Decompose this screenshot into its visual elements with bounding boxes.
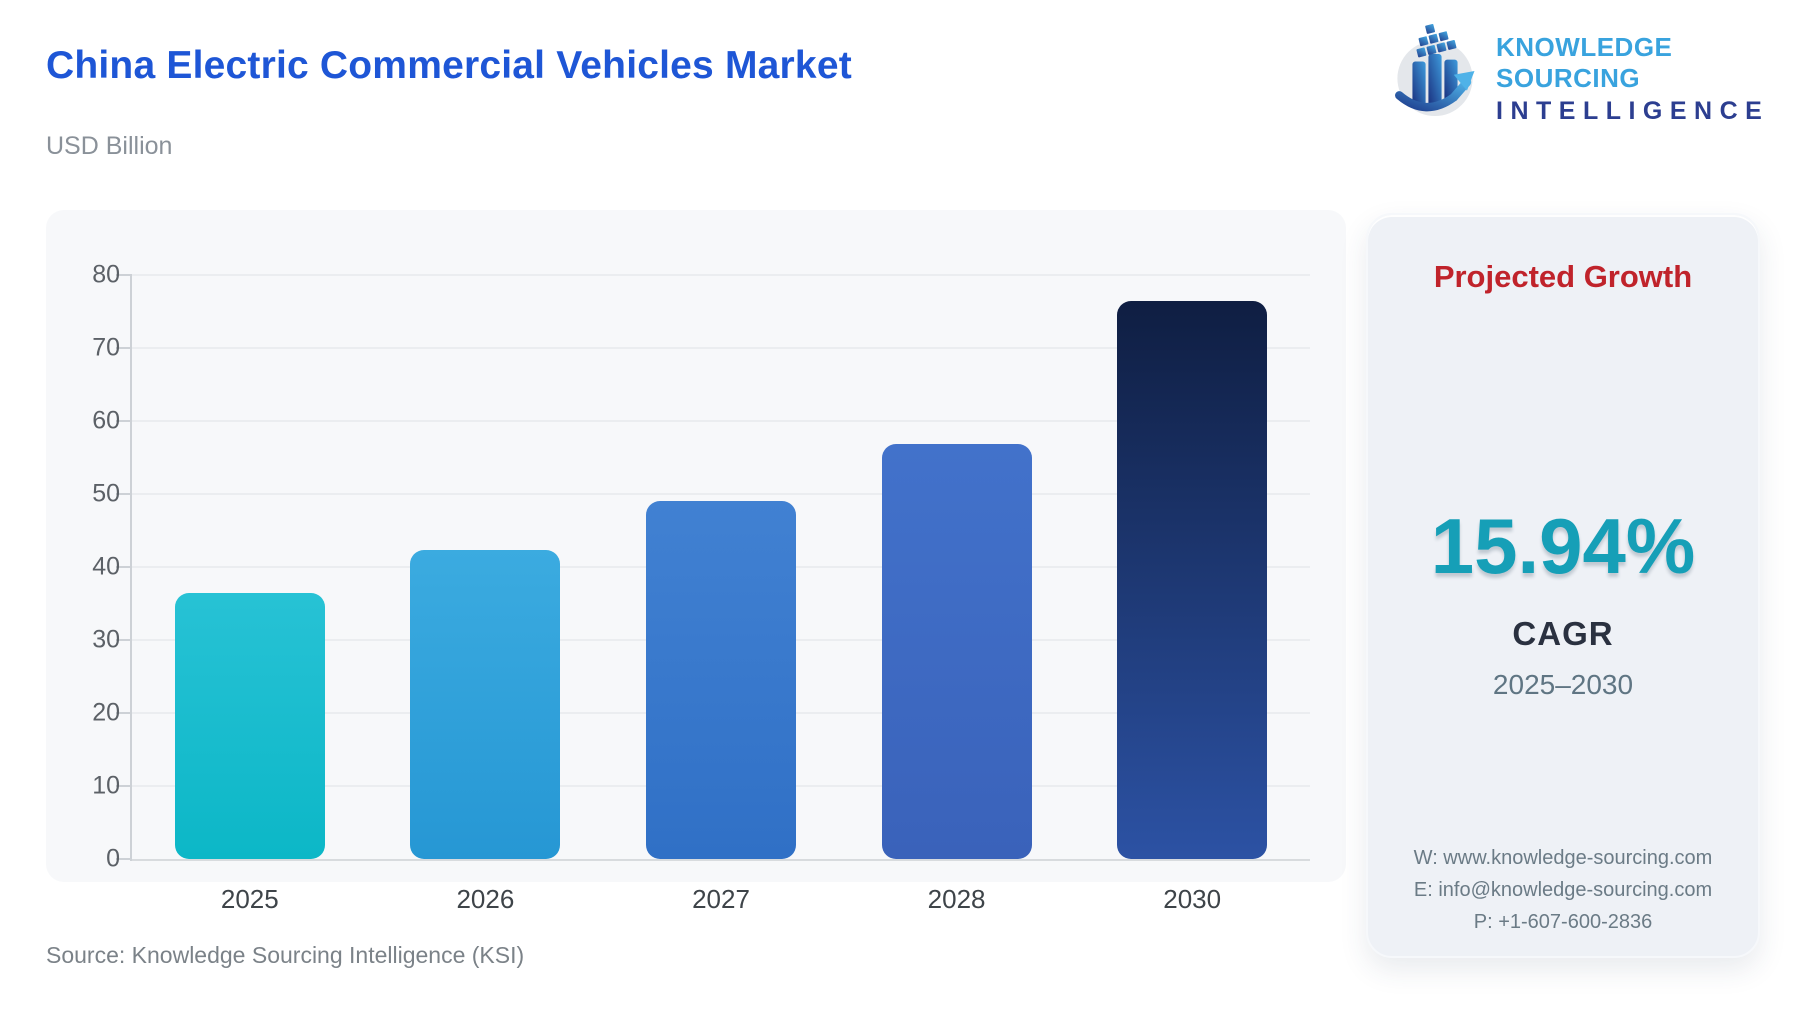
y-axis-label: 40 (92, 552, 120, 581)
company-logo: KNOWLEDGE SOURCING INTELLIGENCE (1388, 14, 1800, 126)
contact-info: W: www.knowledge-sourcing.com E: info@kn… (1414, 842, 1713, 938)
contact-phone: P: +1-607-600-2836 (1473, 911, 1653, 933)
logo-line1: KNOWLEDGE SOURCING (1496, 32, 1673, 93)
bar-2026 (410, 550, 561, 859)
bar-slot (839, 210, 1075, 859)
x-axis-label: 2028 (927, 884, 986, 914)
y-axis-tick (116, 566, 132, 568)
x-axis-labels: 2025 2026 2027 2028 2030 (132, 884, 1310, 915)
cagr-value: 15.94% (1430, 502, 1696, 590)
gridline (132, 493, 1310, 495)
bar-2028 (881, 444, 1032, 859)
cagr-label: CAGR (1512, 615, 1614, 652)
y-axis-label: 20 (92, 698, 120, 727)
gridline (132, 347, 1310, 349)
y-axis-tick (116, 347, 132, 349)
bar-slot (368, 210, 604, 859)
y-axis-label: 80 (92, 260, 120, 289)
bar-slot (1074, 210, 1310, 859)
logo-line2: INTELLIGENCE (1496, 97, 1770, 125)
x-axis-line (132, 859, 1310, 861)
bars-group (132, 210, 1310, 859)
logo-text: KNOWLEDGE SOURCING INTELLIGENCE (1496, 32, 1800, 126)
y-axis-label: 30 (92, 625, 120, 654)
y-axis-tick (116, 639, 132, 641)
y-axis-label: 0 (106, 844, 120, 873)
gridline (132, 420, 1310, 422)
bar-slot (603, 210, 839, 859)
y-axis-tick (116, 274, 132, 276)
y-axis-label: 10 (92, 771, 120, 800)
y-axis-line (130, 275, 132, 861)
page-title: China Electric Commercial Vehicles Marke… (46, 44, 852, 87)
y-axis-tick (116, 420, 132, 422)
y-axis-label: 50 (92, 479, 120, 508)
bar-chart: 0 10 20 30 40 50 60 70 80 (46, 210, 1346, 882)
x-axis-label: 2027 (692, 884, 750, 914)
units-label: USD Billion (46, 132, 173, 160)
contact-email: E: info@knowledge-sourcing.com (1413, 879, 1713, 901)
y-axis-tick (116, 785, 132, 787)
gridline (132, 274, 1310, 276)
growth-chart-logo-icon (1388, 22, 1482, 118)
projected-growth-heading: Projected Growth (1433, 259, 1693, 294)
bar-2025 (174, 593, 325, 859)
y-axis-tick (116, 858, 132, 860)
bar-2030 (1117, 301, 1268, 859)
projected-growth-card: Projected Growth 15.94% CAGR 2025–2030 W… (1366, 213, 1760, 958)
x-axis-label: 2030 (1163, 884, 1222, 914)
y-axis-tick (116, 712, 132, 714)
contact-website: W: www.knowledge-sourcing.com (1413, 847, 1713, 869)
y-axis-tick (116, 493, 132, 495)
cagr-period: 2025–2030 (1492, 669, 1634, 700)
y-axis-label: 70 (92, 333, 120, 362)
bar-slot (132, 210, 368, 859)
source-note: Source: Knowledge Sourcing Intelligence … (46, 942, 525, 968)
x-axis-label: 2026 (456, 884, 515, 914)
x-axis-label: 2025 (220, 884, 279, 914)
y-axis-label: 60 (92, 406, 120, 435)
bar-2027 (645, 501, 796, 859)
